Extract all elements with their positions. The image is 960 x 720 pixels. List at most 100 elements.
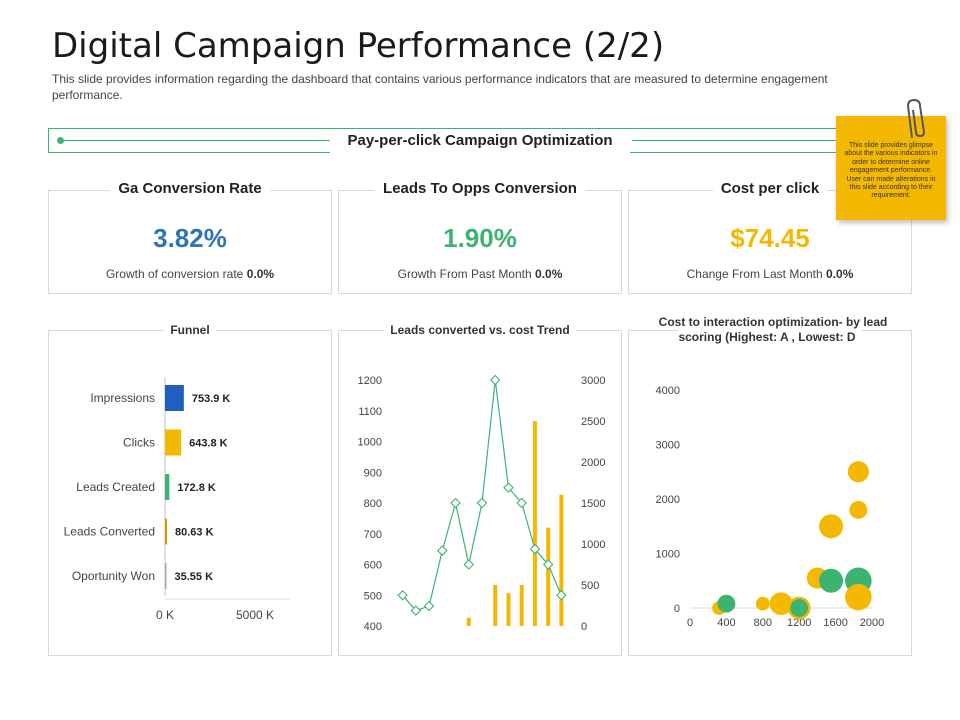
kpi-foot-label: Change From Last Month	[686, 267, 823, 281]
sticky-note: This slide provides glimpse about the va…	[836, 116, 946, 220]
trend-left-tick-label: 500	[364, 590, 382, 602]
scatter-y-tick-label: 3000	[656, 440, 680, 452]
trend-leads-point	[450, 497, 461, 509]
kpi-card-cost-per-click: Cost per click $74.45 Change From Last M…	[628, 180, 912, 294]
kpi-foot-value: 0.0%	[246, 267, 275, 281]
trend-leads-point	[423, 600, 435, 612]
scatter-chart: 0 1000 2000 3000 4000 0 400 800 1200 1600 2000	[656, 385, 885, 629]
page-description: This slide provides information regardin…	[52, 72, 828, 102]
section-dot	[57, 137, 64, 144]
funnel-chart: Impressions 753.9 K Clicks 643.8 K Leads Cre…	[64, 377, 290, 622]
trend-cost-bar	[466, 617, 471, 626]
trend-cost-bar	[493, 585, 498, 626]
trend-leads-point	[516, 497, 527, 509]
trend-cost-bar	[559, 494, 564, 626]
trend-leads-point	[503, 482, 514, 493]
trend-leads-point	[437, 545, 448, 556]
trend-leads-line	[402, 379, 562, 612]
funnel-category-label: Leads Converted	[64, 525, 155, 539]
trend-chart: 400 500 600 700 800 900 1000 1100 1200 0 500 1000 15…	[358, 374, 605, 633]
trend-left-tick-label: 400	[364, 621, 382, 633]
section-line-right	[632, 140, 838, 141]
kpi-title: Cost per click	[712, 180, 828, 197]
kpi-card-conversion-rate: Ga Conversion Rate 3.82% Growth of conve…	[48, 180, 332, 294]
trend-leads-point	[463, 559, 475, 570]
scatter-bubble	[755, 596, 770, 611]
page-title: Digital Campaign Performance (2/2)	[52, 26, 665, 66]
chart-title: Funnel	[164, 323, 216, 337]
kpi-footnote: Growth From Past Month 0.0%	[339, 267, 621, 281]
scatter-x-tick-label: 0	[687, 617, 693, 629]
trend-right-tick-label: 2000	[581, 457, 605, 469]
kpi-value: 3.82%	[153, 223, 227, 253]
scatter-x-tick-label: 1200	[787, 617, 811, 629]
trend-left-tick-label: 800	[364, 498, 382, 510]
scatter-bubble	[769, 592, 793, 615]
funnel-category-label: Impressions	[90, 391, 155, 405]
scatter-y-tick-label: 2000	[656, 494, 680, 506]
kpi-value: 1.90%	[443, 223, 517, 253]
trend-cost-bar	[532, 421, 537, 626]
trend-panel: Leads converted vs. cost Trend	[338, 323, 622, 656]
scatter-y-tick-label: 0	[674, 603, 680, 615]
kpi-foot-label: Growth From Past Month	[397, 267, 532, 281]
funnel-category-label: Oportunity Won	[72, 569, 155, 583]
trend-right-tick-label: 1000	[581, 539, 605, 551]
funnel-x-tick-label: 0 K	[156, 608, 174, 622]
trend-leads-point	[529, 543, 541, 555]
scatter-y-tick-label: 1000	[656, 549, 680, 561]
trend-leads-point	[397, 589, 408, 601]
trend-leads-point	[489, 374, 501, 386]
funnel-value-label: 172.8 K	[177, 482, 216, 494]
kpi-foot-value: 0.0%	[826, 267, 854, 281]
kpi-title: Leads To Opps Conversion	[375, 180, 585, 197]
kpi-footnote: Change From Last Month 0.0%	[629, 267, 911, 281]
section-label: Pay-per-click Campaign Optimization	[330, 129, 630, 153]
funnel-value-label: 643.8 K	[189, 438, 228, 450]
trend-cost-bar	[506, 593, 511, 626]
chart-title: Cost to interaction optimization- by lea…	[652, 315, 888, 344]
funnel-panel: Funnel	[48, 323, 332, 656]
trend-cost-bar	[519, 585, 524, 626]
scatter-bubble	[847, 461, 869, 483]
funnel-value-label: 80.63 K	[175, 527, 214, 539]
funnel-category-label: Leads Created	[76, 480, 155, 494]
trend-left-tick-label: 1100	[358, 406, 382, 418]
kpi-footnote: Growth of conversion rate 0.0%	[49, 267, 331, 281]
funnel-bar	[165, 429, 182, 456]
trend-right-tick-label: 1500	[581, 498, 605, 510]
kpi-foot-label: Growth of conversion rate	[105, 267, 244, 281]
trend-left-tick-label: 700	[364, 529, 382, 541]
kpi-foot-value: 0.0%	[535, 267, 563, 281]
trend-left-tick-label: 900	[364, 467, 382, 479]
funnel-bar	[165, 518, 168, 545]
scatter-bubble	[790, 599, 809, 617]
kpi-value: $74.45	[730, 223, 810, 253]
trend-cost-bar	[546, 527, 551, 626]
scatter-x-tick-label: 1600	[823, 617, 847, 629]
scatter-bubble	[845, 583, 872, 611]
scatter-bubble	[819, 514, 844, 539]
trend-right-tick-label: 500	[581, 580, 599, 592]
trend-right-tick-label: 2500	[581, 416, 605, 428]
scatter-x-tick-label: 800	[754, 617, 772, 629]
section-line-left	[60, 140, 330, 141]
scatter-x-tick-label: 2000	[860, 617, 884, 629]
trend-left-tick-label: 600	[364, 560, 382, 572]
funnel-value-label: 35.55 K	[175, 571, 214, 583]
funnel-bar	[165, 385, 184, 411]
funnel-bar	[165, 563, 167, 589]
scatter-x-tick-label: 400	[717, 617, 735, 629]
trend-right-tick-label: 3000	[581, 375, 605, 387]
trend-leads-point	[410, 605, 422, 616]
scatter-panel: Cost to interaction optimization- by lea…	[628, 315, 912, 656]
kpi-card-leads-to-opps: Leads To Opps Conversion 1.90% Growth Fr…	[338, 180, 622, 294]
trend-leads-point	[542, 559, 554, 570]
funnel-category-label: Clicks	[123, 436, 155, 450]
trend-left-tick-label: 1000	[358, 437, 382, 449]
chart-title: Leads converted vs. cost Trend	[384, 323, 576, 337]
funnel-bar	[165, 474, 170, 500]
trend-right-tick-label: 0	[581, 621, 587, 633]
scatter-bubble	[819, 568, 844, 593]
scatter-bubble	[717, 594, 736, 613]
